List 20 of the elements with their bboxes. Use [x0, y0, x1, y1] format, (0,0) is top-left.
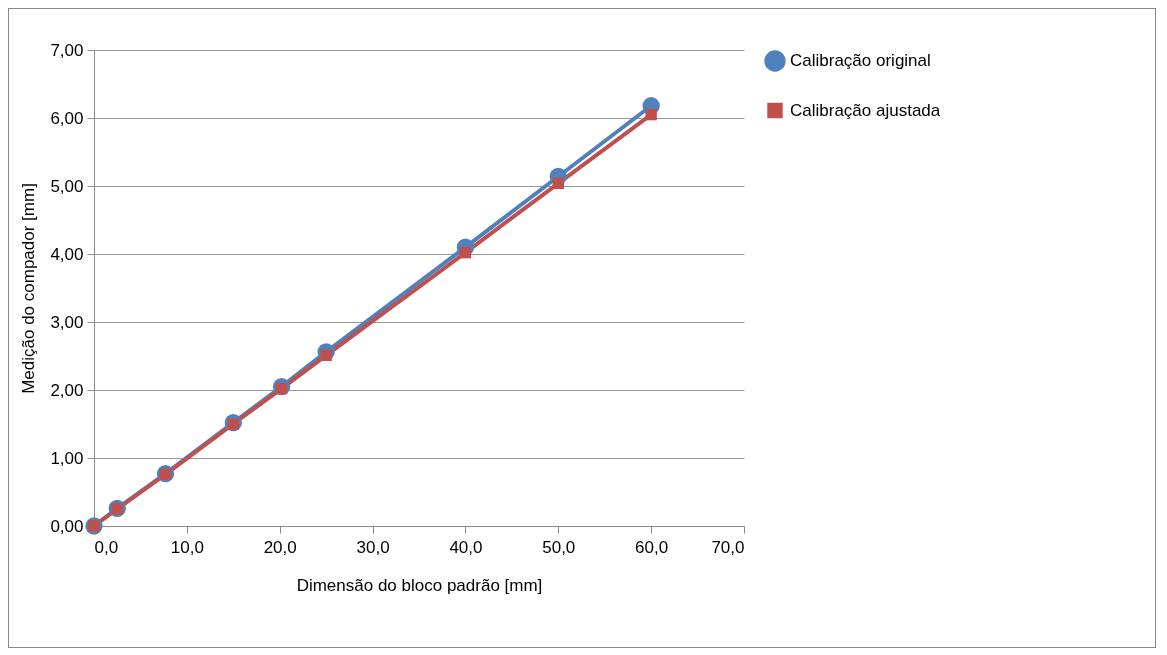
x-tick-label: 40,0	[449, 537, 483, 557]
legend-label: Calibração ajustada	[790, 100, 941, 120]
x-tick-label: 50,0	[542, 537, 576, 557]
x-tick-label: 30,0	[356, 537, 390, 557]
x-axis-title: Dimensão do bloco padrão [mm]	[296, 575, 543, 595]
y-axis-title: Medição do compador [mm]	[19, 183, 39, 394]
x-tick-label: 0,0	[94, 537, 119, 557]
x-tick-label: 70,0	[711, 537, 745, 557]
x-tick-label: 20,0	[263, 537, 297, 557]
y-tick-label: 6,00	[50, 108, 84, 128]
y-tick-label: 1,00	[50, 448, 84, 468]
y-tick-label: 7,00	[50, 40, 84, 60]
legend-label: Calibração original	[790, 51, 931, 70]
y-tick-label: 3,00	[50, 312, 84, 332]
x-tick-label: 10,0	[170, 537, 204, 557]
y-tick-label: 5,00	[50, 176, 84, 196]
y-tick-label: 2,00	[50, 380, 84, 400]
y-tick-label: 4,00	[50, 244, 84, 264]
y-tick-label: 0,00	[50, 516, 84, 536]
x-tick-label: 60,0	[635, 537, 669, 557]
